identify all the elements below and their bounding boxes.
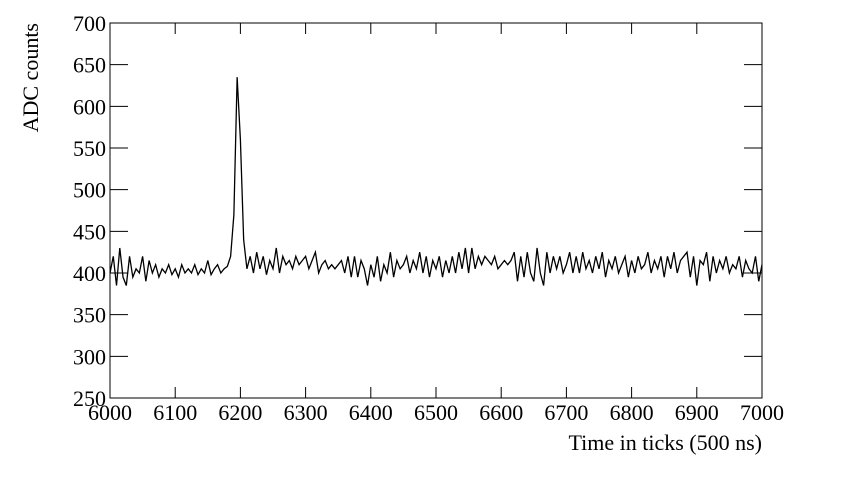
x-tick-label: 6300 xyxy=(284,400,328,425)
plot-frame xyxy=(109,22,763,399)
y-tick-label: 450 xyxy=(73,219,106,244)
y-axis-title: ADC counts xyxy=(18,23,43,132)
y-tick-label: 500 xyxy=(73,178,106,203)
y-tick-label: 600 xyxy=(73,94,106,119)
y-tick-label: 550 xyxy=(73,136,106,161)
y-tick-label: 250 xyxy=(73,386,106,411)
y-tick-label: 700 xyxy=(73,11,106,36)
x-tick-label: 6900 xyxy=(675,400,719,425)
x-axis-title: Time in ticks (500 ns) xyxy=(568,430,762,455)
x-tick-label: 6000 xyxy=(88,400,132,425)
x-tick-label: 7000 xyxy=(740,400,784,425)
y-tick-label: 350 xyxy=(73,303,106,328)
x-tick-label: 6700 xyxy=(544,400,588,425)
y-tick-label: 400 xyxy=(73,261,106,286)
x-tick-label: 6400 xyxy=(349,400,393,425)
y-tick-label: 300 xyxy=(73,344,106,369)
x-tick-label: 6600 xyxy=(479,400,523,425)
data-line xyxy=(109,77,763,286)
x-tick-label: 6500 xyxy=(414,400,458,425)
x-tick-label: 6200 xyxy=(218,400,262,425)
y-tick-label: 650 xyxy=(73,53,106,78)
x-tick-label: 6800 xyxy=(610,400,654,425)
x-tick-label: 6100 xyxy=(153,400,197,425)
